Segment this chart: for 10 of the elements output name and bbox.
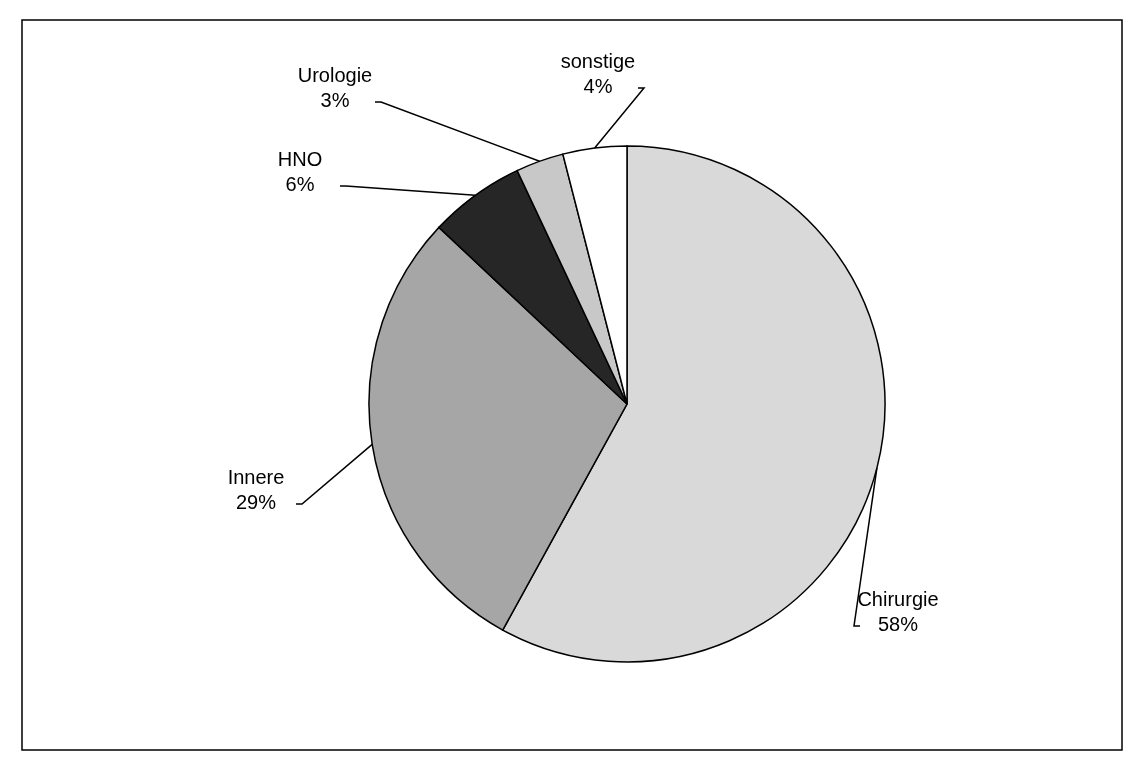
slice-label: Innere xyxy=(227,466,285,488)
data-label: 3% xyxy=(320,89,350,111)
slice-label: sonstige xyxy=(560,50,636,72)
slice-label: Chirurgie xyxy=(857,588,939,610)
slice-label: Urologie xyxy=(297,64,373,86)
data-label: 58% xyxy=(877,613,919,635)
data-label: 29% xyxy=(235,491,277,513)
data-label: 4% xyxy=(583,75,613,97)
slice-label: HNO xyxy=(277,148,323,170)
data-label: 6% xyxy=(285,173,315,195)
